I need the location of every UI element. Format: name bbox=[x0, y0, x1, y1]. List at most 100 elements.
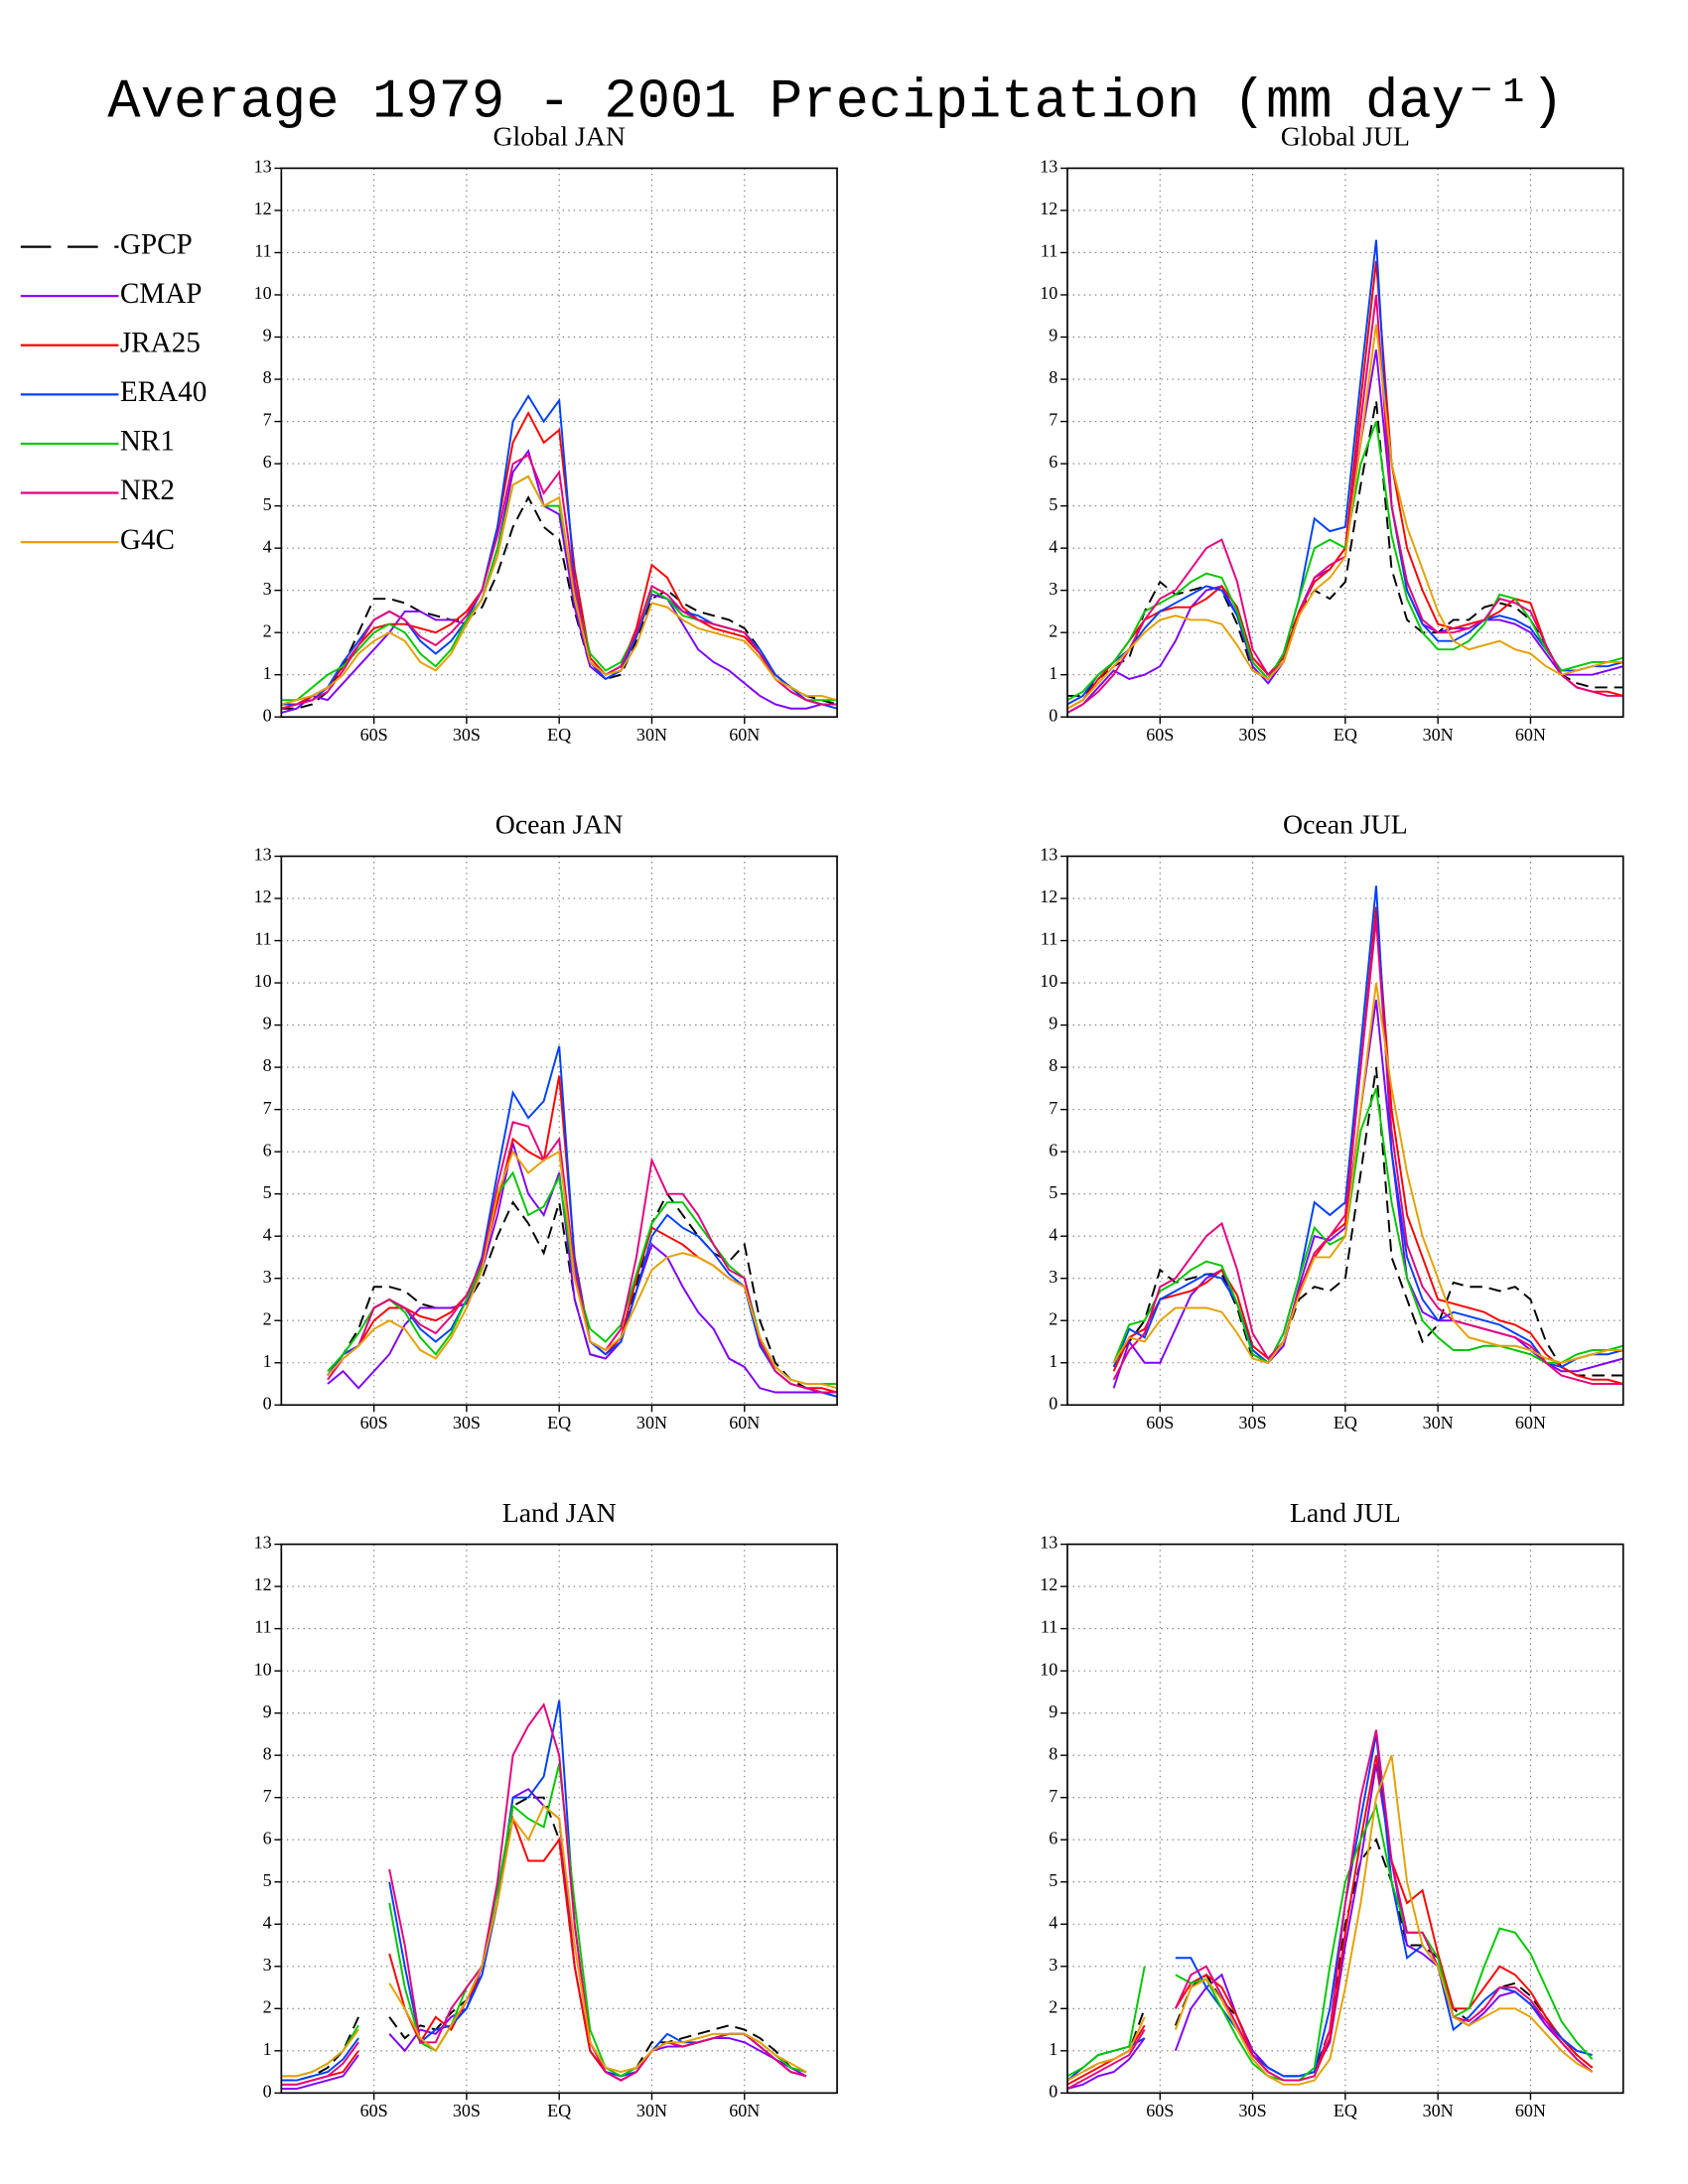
y-tick-label: 5 bbox=[1049, 494, 1057, 514]
y-tick-label: 12 bbox=[254, 887, 272, 906]
y-tick-label: 8 bbox=[1049, 1743, 1057, 1763]
legend-label: NR1 bbox=[120, 426, 175, 458]
y-tick-label: 3 bbox=[1049, 579, 1057, 599]
y-tick-label: 9 bbox=[263, 326, 272, 345]
y-tick-label: 13 bbox=[254, 845, 272, 865]
y-tick-label: 6 bbox=[263, 1140, 272, 1160]
y-tick-label: 6 bbox=[1049, 1828, 1057, 1847]
y-tick-label: 2 bbox=[263, 1996, 272, 2016]
y-tick-label: 11 bbox=[254, 241, 271, 261]
series-line bbox=[1112, 982, 1623, 1364]
y-tick-label: 10 bbox=[1040, 1659, 1057, 1679]
y-tick-label: 5 bbox=[1049, 1870, 1057, 1890]
y-tick-label: 6 bbox=[1049, 1140, 1057, 1160]
y-tick-label: 11 bbox=[1041, 241, 1057, 261]
x-tick-label: EQ bbox=[1334, 725, 1357, 745]
y-tick-label: 13 bbox=[254, 1533, 272, 1553]
plot-frame bbox=[1066, 855, 1624, 1407]
x-tick-label: 60S bbox=[360, 1413, 388, 1433]
y-tick-label: 12 bbox=[254, 199, 272, 218]
x-tick-label: 30S bbox=[453, 1413, 481, 1433]
x-tick-label: 30S bbox=[1239, 2101, 1267, 2120]
y-tick-label: 5 bbox=[1049, 1182, 1057, 1202]
y-tick-label: 8 bbox=[263, 1055, 272, 1075]
plot-frame bbox=[280, 1543, 838, 2095]
x-tick-label: 60S bbox=[1146, 1413, 1174, 1433]
x-tick-label: 60N bbox=[1515, 2101, 1546, 2120]
x-tick-label: 60N bbox=[729, 725, 760, 745]
x-tick-label: 30S bbox=[453, 2101, 481, 2120]
x-tick-label: 60N bbox=[1515, 725, 1546, 745]
y-tick-label: 1 bbox=[263, 663, 272, 683]
x-tick-label: 30N bbox=[1423, 2101, 1454, 2120]
y-tick-label: 4 bbox=[263, 1912, 272, 1932]
y-tick-label: 7 bbox=[1049, 410, 1057, 430]
series-line bbox=[281, 1804, 807, 2078]
y-tick-label: 6 bbox=[263, 452, 272, 472]
y-tick-label: 9 bbox=[1049, 1014, 1057, 1033]
x-tick-label: EQ bbox=[1334, 2101, 1357, 2120]
y-tick-label: 8 bbox=[263, 367, 272, 387]
y-tick-label: 11 bbox=[254, 929, 271, 949]
x-tick-label: 60S bbox=[1146, 725, 1174, 745]
y-tick-label: 12 bbox=[1040, 887, 1057, 906]
panel-title: Global JAN bbox=[492, 122, 625, 153]
y-tick-label: 4 bbox=[1049, 1912, 1057, 1932]
y-tick-label: 4 bbox=[1049, 1224, 1057, 1244]
panel-title: Global JUL bbox=[1281, 122, 1410, 153]
x-tick-label: EQ bbox=[547, 1413, 571, 1433]
y-tick-label: 13 bbox=[1040, 845, 1057, 865]
legend-label: ERA40 bbox=[120, 376, 207, 408]
legend-label: JRA25 bbox=[120, 327, 201, 358]
y-tick-label: 2 bbox=[263, 620, 272, 640]
x-tick-label: 60N bbox=[1515, 1413, 1546, 1433]
legend-label: NR2 bbox=[120, 475, 175, 506]
y-tick-label: 10 bbox=[1040, 971, 1057, 991]
y-tick-label: 9 bbox=[263, 1702, 272, 1721]
x-tick-label: 60N bbox=[729, 1413, 760, 1433]
x-tick-label: 60N bbox=[729, 2101, 760, 2120]
x-tick-label: 30S bbox=[1239, 1413, 1267, 1433]
y-tick-label: 10 bbox=[254, 283, 272, 303]
y-tick-label: 1 bbox=[263, 1351, 272, 1371]
y-tick-label: 7 bbox=[263, 410, 272, 430]
series-line bbox=[1066, 1754, 1594, 2086]
y-tick-label: 0 bbox=[263, 2081, 272, 2101]
y-tick-label: 5 bbox=[263, 494, 272, 514]
y-tick-label: 13 bbox=[1040, 1533, 1057, 1553]
y-tick-label: 8 bbox=[263, 1743, 272, 1763]
series-line bbox=[1067, 400, 1623, 697]
x-tick-label: 30N bbox=[1423, 1413, 1454, 1433]
series-line bbox=[281, 495, 838, 710]
y-tick-label: 6 bbox=[1049, 452, 1057, 472]
y-tick-label: 0 bbox=[263, 705, 272, 725]
series-line bbox=[281, 454, 838, 710]
y-tick-label: 7 bbox=[263, 1098, 272, 1118]
x-tick-label: EQ bbox=[1334, 1413, 1357, 1433]
y-tick-label: 10 bbox=[1040, 283, 1057, 303]
y-tick-label: 11 bbox=[1041, 929, 1057, 949]
y-tick-label: 6 bbox=[263, 1828, 272, 1847]
x-tick-label: 30S bbox=[1239, 725, 1267, 745]
legend-label: CMAP bbox=[120, 278, 203, 310]
x-tick-label: 30N bbox=[636, 2101, 667, 2120]
x-tick-label: 30N bbox=[636, 725, 667, 745]
y-tick-label: 0 bbox=[1049, 705, 1057, 725]
panel-title: Ocean JUL bbox=[1283, 810, 1408, 841]
y-tick-label: 4 bbox=[263, 536, 272, 556]
x-tick-label: 60S bbox=[360, 2101, 388, 2120]
legend-label: GPCP bbox=[120, 228, 193, 260]
plot-frame bbox=[1066, 1543, 1624, 2095]
series-line bbox=[1066, 324, 1623, 710]
series-line bbox=[1066, 1803, 1594, 2082]
x-tick-label: 30S bbox=[453, 725, 481, 745]
y-tick-label: 0 bbox=[1049, 1393, 1057, 1413]
panel-title: Ocean JAN bbox=[495, 810, 624, 841]
series-line bbox=[281, 475, 838, 706]
plot-frame bbox=[280, 167, 838, 719]
series-line bbox=[1066, 239, 1623, 706]
y-tick-label: 0 bbox=[263, 1393, 272, 1413]
